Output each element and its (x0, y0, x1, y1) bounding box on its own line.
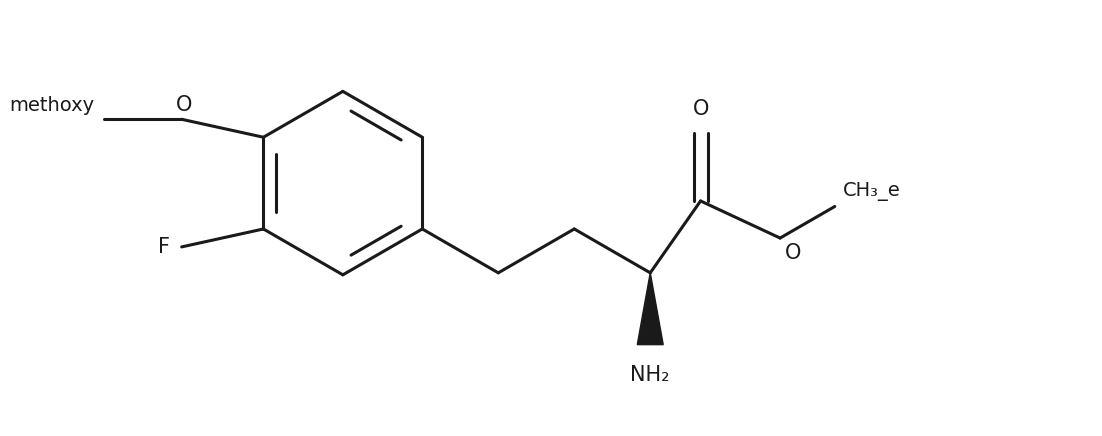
Polygon shape (637, 273, 663, 344)
Text: methoxy: methoxy (9, 96, 94, 115)
Text: CH₃_e: CH₃_e (843, 183, 900, 201)
Text: O: O (785, 243, 801, 263)
Text: NH₂: NH₂ (630, 364, 670, 385)
Text: F: F (158, 237, 170, 257)
Text: O: O (692, 99, 709, 119)
Text: O: O (175, 95, 192, 115)
